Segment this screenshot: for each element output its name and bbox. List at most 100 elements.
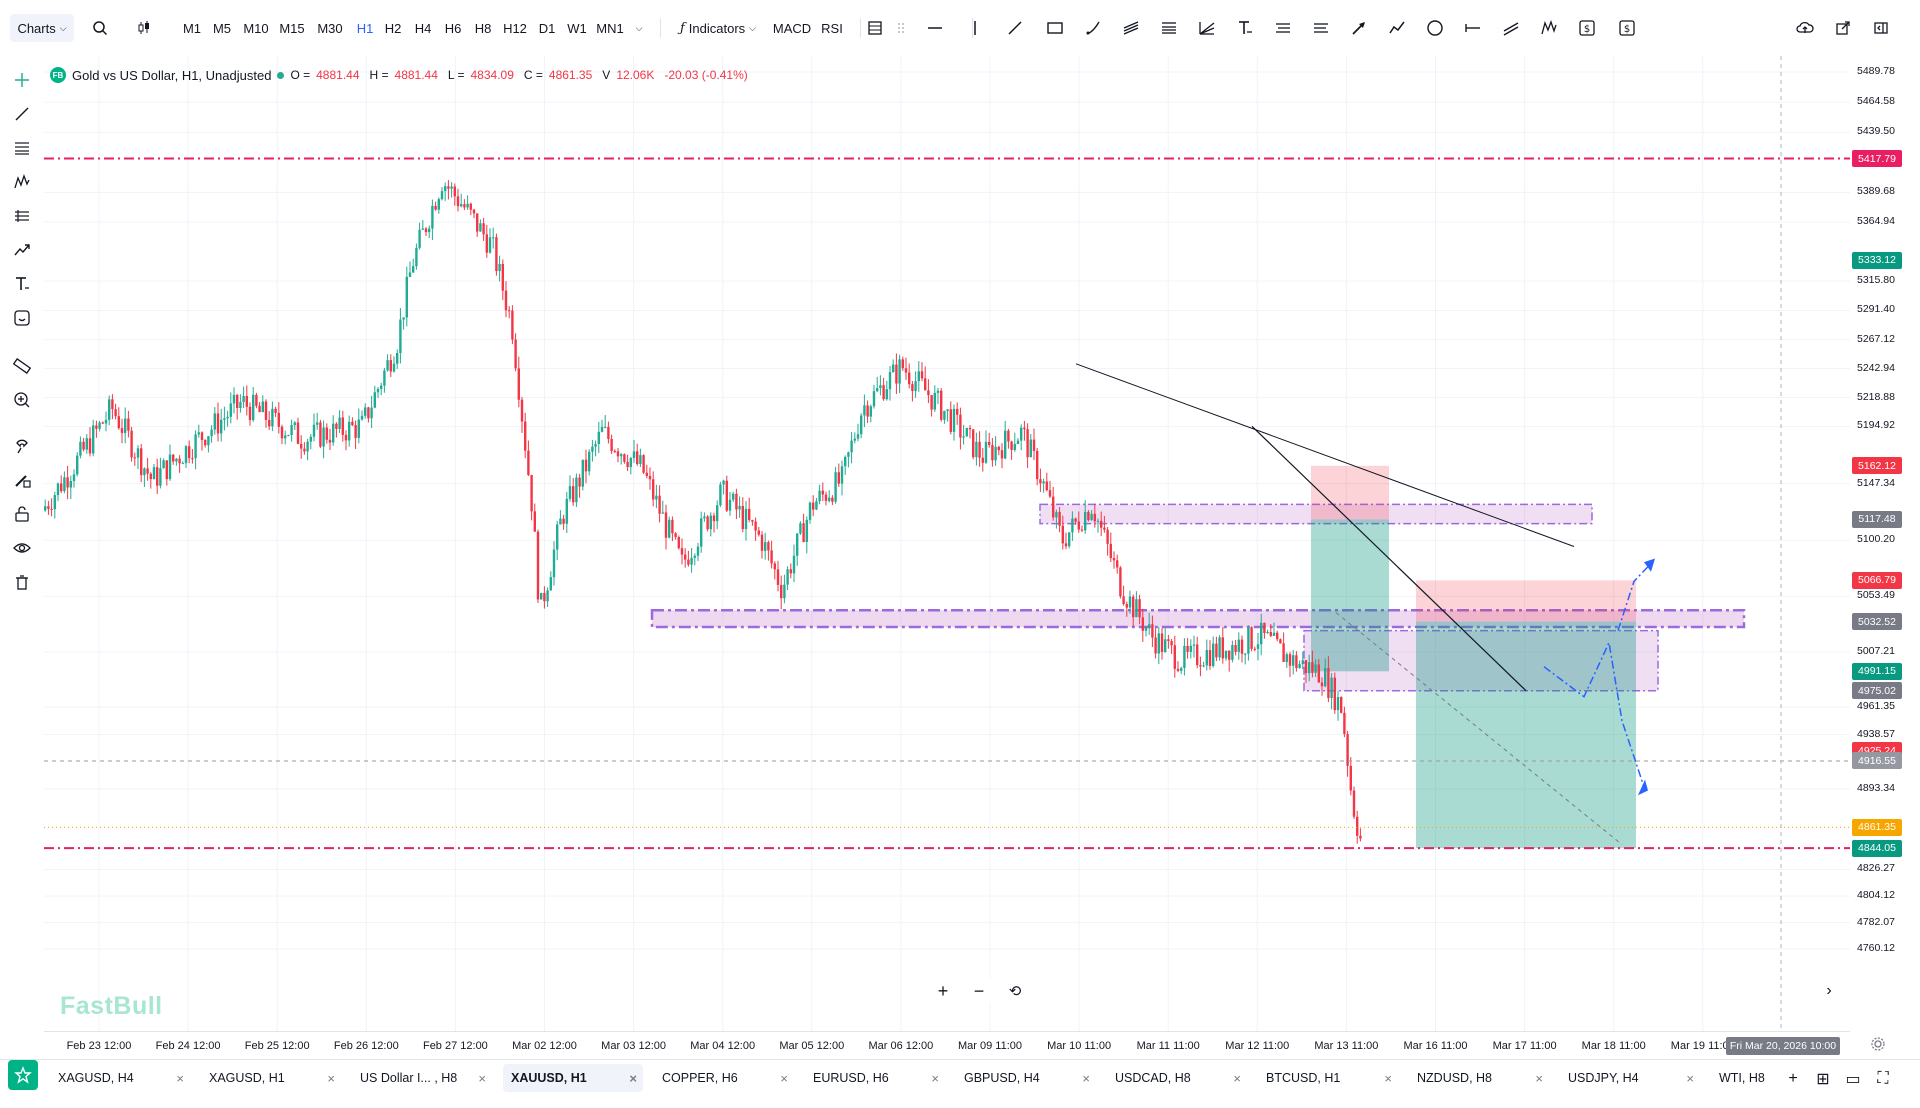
long-position-tool-button[interactable]: $: [1572, 14, 1602, 42]
trend-line-tool-button[interactable]: [1000, 14, 1030, 42]
text-tool-button[interactable]: [1230, 14, 1260, 42]
close-tab-icon[interactable]: ×: [1082, 1070, 1090, 1086]
short-position-tool-button[interactable]: $: [1612, 14, 1642, 42]
symbol-tab[interactable]: US Dollar I... , H8 ×: [352, 1064, 492, 1092]
text-tool[interactable]: [8, 270, 36, 298]
gann-tool-button[interactable]: [1192, 14, 1222, 42]
extended-line-tool-button[interactable]: [1496, 14, 1526, 42]
add-tab-button[interactable]: +: [1782, 1068, 1804, 1090]
magnet-tool[interactable]: [8, 432, 36, 460]
price-chart[interactable]: [44, 56, 1850, 1031]
close-tab-icon[interactable]: ×: [1233, 1070, 1241, 1086]
parallel-lines-tool-button[interactable]: [1306, 14, 1336, 42]
indicators-button[interactable]: ƒ Indicators ⌵: [670, 14, 766, 42]
range-tool-button[interactable]: [1458, 14, 1488, 42]
timeframe-m5-button[interactable]: M5: [208, 14, 236, 42]
symbol-tab[interactable]: USDJPY, H4 ×: [1560, 1064, 1700, 1092]
close-tab-icon[interactable]: ×: [629, 1070, 637, 1086]
close-tab-icon[interactable]: ×: [478, 1070, 486, 1086]
symbol-tab[interactable]: COPPER, H6 ×: [654, 1064, 794, 1092]
timeframe-m30-button[interactable]: M30: [316, 14, 344, 42]
pitchfork-tool-button[interactable]: [1268, 14, 1298, 42]
chart-area[interactable]: FB Gold vs US Dollar, H1, Unadjusted O =…: [44, 56, 1902, 1031]
grid-layout-button[interactable]: ⊞: [1812, 1068, 1834, 1090]
symbol-tab[interactable]: XAUUSD, H1 ×: [503, 1064, 643, 1092]
candle-body: [904, 368, 908, 373]
reset-chart-button[interactable]: ⟲: [1002, 978, 1028, 1004]
pattern-tool-button[interactable]: [1534, 14, 1564, 42]
minimize-button[interactable]: ▭: [1842, 1068, 1864, 1090]
ellipse-tool-button[interactable]: [1420, 14, 1450, 42]
timeframe-w1-button[interactable]: W1: [563, 14, 591, 42]
timeframe-h4-button[interactable]: H4: [409, 14, 437, 42]
vertical-line-tool-button[interactable]: [960, 14, 990, 42]
timeframe-h2-button[interactable]: H2: [379, 14, 407, 42]
gann-tool[interactable]: [8, 202, 36, 230]
close-tab-icon[interactable]: ×: [327, 1070, 335, 1086]
symbol-tab[interactable]: BTCUSD, H1 ×: [1258, 1064, 1398, 1092]
draw-mode-tool[interactable]: [8, 466, 36, 494]
remove-drawings-tool[interactable]: [8, 568, 36, 596]
cloud-save-button[interactable]: [1790, 14, 1820, 42]
close-tab-icon[interactable]: ×: [1384, 1070, 1392, 1086]
forecast-tool[interactable]: [8, 236, 36, 264]
timeframe-h6-button[interactable]: H6: [439, 14, 467, 42]
timeframe-m15-button[interactable]: M15: [278, 14, 306, 42]
icon-tool[interactable]: [8, 304, 36, 332]
share-button[interactable]: [1828, 14, 1858, 42]
close-tab-icon[interactable]: ×: [176, 1070, 184, 1086]
symbol-tab[interactable]: XAGUSD, H4 ×: [50, 1064, 190, 1092]
scroll-to-realtime-button[interactable]: ›: [1816, 978, 1842, 1004]
timeframe-d1-button[interactable]: D1: [533, 14, 561, 42]
timeframe-h1-button[interactable]: H1: [351, 14, 379, 42]
lock-drawings-tool[interactable]: [8, 500, 36, 528]
rectangle-tool-button[interactable]: [1040, 14, 1070, 42]
collapse-panel-button[interactable]: [1866, 14, 1896, 42]
crosshair-tool[interactable]: [8, 66, 36, 94]
time-axis[interactable]: Feb 23 12:00 Feb 24 12:00 Feb 25 12:00 Feb …: [44, 1031, 1850, 1059]
timeframe-h12-button[interactable]: H12: [501, 14, 529, 42]
purple-zone-lower: [650, 608, 1746, 629]
arrow-tool-button[interactable]: [1344, 14, 1374, 42]
symbol-tab[interactable]: WTI, H8: [1711, 1064, 1783, 1092]
timeframe-m10-button[interactable]: M10: [242, 14, 270, 42]
symbol-tab[interactable]: XAGUSD, H1 ×: [201, 1064, 341, 1092]
layout-button[interactable]: [860, 14, 890, 42]
candle-body: [492, 237, 495, 239]
drag-handle[interactable]: [894, 14, 908, 42]
timeframe-mn1-button[interactable]: MN1: [596, 14, 624, 42]
brush-tool-button[interactable]: [1078, 14, 1108, 42]
more-timeframes-button[interactable]: ⌵: [626, 14, 652, 42]
channel-tool-button[interactable]: [1116, 14, 1146, 42]
macd-button[interactable]: MACD: [773, 14, 811, 42]
pattern-tool[interactable]: [8, 168, 36, 196]
fib-tool[interactable]: [8, 134, 36, 162]
charts-menu-button[interactable]: Charts ⌵: [10, 14, 74, 42]
chart-type-button[interactable]: [130, 14, 158, 42]
hide-drawings-tool[interactable]: [8, 534, 36, 562]
symbol-tab[interactable]: GBPUSD, H4 ×: [956, 1064, 1096, 1092]
timeframe-m1-button[interactable]: M1: [178, 14, 206, 42]
chart-settings-button[interactable]: [1870, 1036, 1890, 1056]
fullscreen-button[interactable]: ⛶: [1872, 1068, 1894, 1090]
ruler-tool[interactable]: [8, 352, 36, 380]
fib-retracement-tool-button[interactable]: [1154, 14, 1184, 42]
close-tab-icon[interactable]: ×: [780, 1070, 788, 1086]
close-tab-icon[interactable]: ×: [931, 1070, 939, 1086]
favorites-button[interactable]: [8, 1060, 38, 1090]
close-tab-icon[interactable]: ×: [1535, 1070, 1543, 1086]
path-tool-button[interactable]: [1382, 14, 1412, 42]
zoom-in-button[interactable]: +: [930, 978, 956, 1004]
horizontal-line-tool-button[interactable]: [920, 14, 950, 42]
symbol-search-button[interactable]: [86, 14, 114, 42]
candle-body: [284, 435, 287, 439]
trend-line-tool[interactable]: [8, 100, 36, 128]
zoom-in-tool[interactable]: [8, 386, 36, 414]
symbol-tab[interactable]: NZDUSD, H8 ×: [1409, 1064, 1549, 1092]
timeframe-h8-button[interactable]: H8: [469, 14, 497, 42]
symbol-tab[interactable]: EURUSD, H6 ×: [805, 1064, 945, 1092]
close-tab-icon[interactable]: ×: [1686, 1070, 1694, 1086]
rsi-button[interactable]: RSI: [814, 14, 850, 42]
zoom-out-button[interactable]: −: [966, 978, 992, 1004]
symbol-tab[interactable]: USDCAD, H8 ×: [1107, 1064, 1247, 1092]
